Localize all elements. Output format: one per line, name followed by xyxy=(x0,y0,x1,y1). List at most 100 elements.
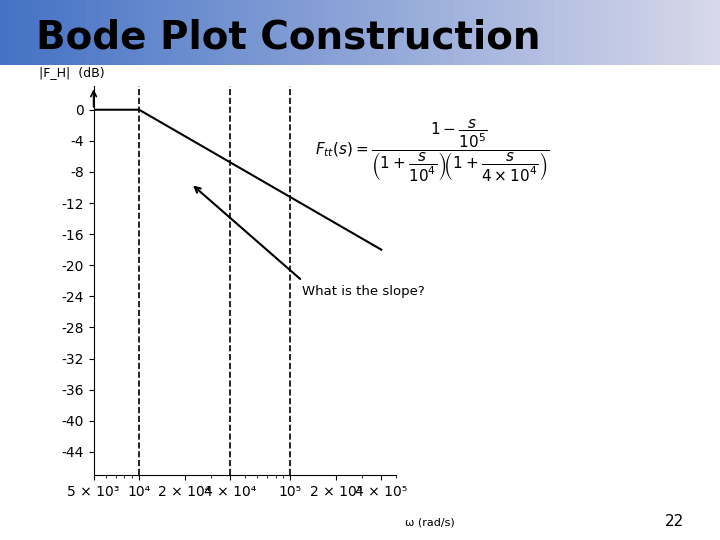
Bar xyxy=(655,0,662,65)
Text: $F_{tt}(s) = \dfrac{1 - \dfrac{s}{10^5}}{\left(1+\dfrac{s}{10^4}\right)\!\left(1: $F_{tt}(s) = \dfrac{1 - \dfrac{s}{10^5}}… xyxy=(315,118,549,184)
Bar xyxy=(259,0,266,65)
Bar xyxy=(598,0,605,65)
Bar xyxy=(108,0,115,65)
Bar xyxy=(0,0,7,65)
Bar xyxy=(216,0,223,65)
Bar xyxy=(698,0,706,65)
Bar xyxy=(367,0,374,65)
Bar xyxy=(619,0,626,65)
Bar xyxy=(684,0,691,65)
Bar xyxy=(360,0,367,65)
Bar xyxy=(590,0,598,65)
Text: What is the slope?: What is the slope? xyxy=(302,285,425,298)
Bar xyxy=(238,0,245,65)
Bar xyxy=(418,0,425,65)
Bar xyxy=(86,0,94,65)
Bar xyxy=(562,0,569,65)
Bar xyxy=(266,0,274,65)
Bar xyxy=(194,0,202,65)
Bar xyxy=(706,0,713,65)
Bar xyxy=(115,0,122,65)
Bar xyxy=(677,0,684,65)
Bar xyxy=(518,0,526,65)
Bar xyxy=(403,0,410,65)
Bar xyxy=(101,0,108,65)
Bar xyxy=(526,0,533,65)
Bar xyxy=(79,0,86,65)
Bar xyxy=(166,0,173,65)
Bar xyxy=(569,0,576,65)
Bar xyxy=(180,0,187,65)
Bar xyxy=(490,0,497,65)
Bar xyxy=(497,0,504,65)
Bar xyxy=(144,0,151,65)
Bar xyxy=(288,0,295,65)
Bar xyxy=(187,0,194,65)
Bar xyxy=(29,0,36,65)
Bar xyxy=(374,0,382,65)
Bar xyxy=(461,0,468,65)
Bar xyxy=(223,0,230,65)
Bar xyxy=(540,0,547,65)
Bar xyxy=(281,0,288,65)
Bar xyxy=(245,0,252,65)
Bar xyxy=(634,0,641,65)
Bar xyxy=(173,0,180,65)
Bar xyxy=(691,0,698,65)
Bar xyxy=(626,0,634,65)
Bar xyxy=(230,0,238,65)
Bar xyxy=(605,0,612,65)
Bar xyxy=(583,0,590,65)
Bar xyxy=(547,0,554,65)
Bar xyxy=(65,0,72,65)
Bar xyxy=(151,0,158,65)
Text: |F_H|  (dB): |F_H| (dB) xyxy=(39,66,105,79)
Bar xyxy=(576,0,583,65)
Bar xyxy=(94,0,101,65)
Bar xyxy=(475,0,482,65)
Bar xyxy=(353,0,360,65)
Bar xyxy=(122,0,130,65)
Bar xyxy=(713,0,720,65)
Bar xyxy=(446,0,454,65)
Bar xyxy=(209,0,216,65)
Bar xyxy=(137,0,144,65)
Bar xyxy=(648,0,655,65)
Bar xyxy=(310,0,317,65)
Bar xyxy=(554,0,562,65)
Bar xyxy=(382,0,389,65)
Bar xyxy=(331,0,338,65)
Bar xyxy=(130,0,137,65)
Bar xyxy=(202,0,209,65)
Bar xyxy=(468,0,475,65)
Bar xyxy=(50,0,58,65)
Bar xyxy=(511,0,518,65)
Bar xyxy=(662,0,670,65)
Bar xyxy=(432,0,439,65)
Bar xyxy=(533,0,540,65)
Bar xyxy=(302,0,310,65)
Bar xyxy=(504,0,511,65)
Bar xyxy=(439,0,446,65)
Bar xyxy=(410,0,418,65)
Bar xyxy=(641,0,648,65)
Bar xyxy=(482,0,490,65)
Bar xyxy=(425,0,432,65)
Bar xyxy=(346,0,353,65)
Bar xyxy=(612,0,619,65)
Bar xyxy=(338,0,346,65)
Bar xyxy=(72,0,79,65)
Bar xyxy=(389,0,396,65)
Bar xyxy=(36,0,43,65)
Bar xyxy=(22,0,29,65)
Bar xyxy=(317,0,324,65)
Bar xyxy=(454,0,461,65)
Bar xyxy=(396,0,403,65)
Bar xyxy=(43,0,50,65)
Text: ω (rad/s): ω (rad/s) xyxy=(405,518,455,528)
Bar xyxy=(158,0,166,65)
Bar xyxy=(7,0,14,65)
Bar xyxy=(670,0,677,65)
Bar xyxy=(58,0,65,65)
Text: Bode Plot Construction: Bode Plot Construction xyxy=(36,19,541,57)
